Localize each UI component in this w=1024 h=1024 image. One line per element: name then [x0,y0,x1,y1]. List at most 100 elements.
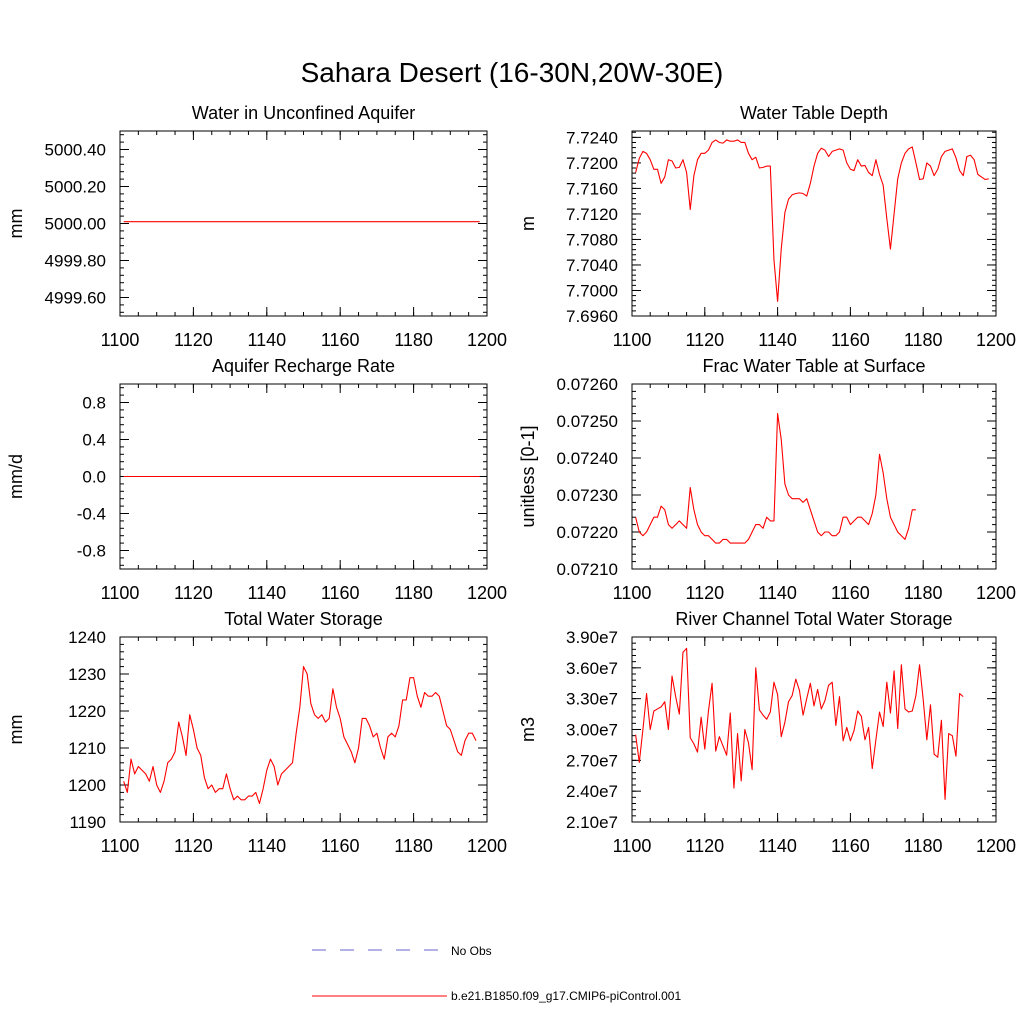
river-storage-y-tick-label: 3.60e7 [566,659,618,678]
panel-river-storage: River Channel Total Water Storage m3 1100 1… [518,609,1016,856]
frac-water-table-y-tick-label: 0.07240 [557,449,618,468]
recharge-rate-x-tick-label: 1160 [321,583,360,603]
panel-total-water-storage: Total Water Storage mm 1100 1120 1140 1160 118… [6,609,507,856]
total-water-storage-y-tick-label: 1200 [68,776,106,795]
aquifer-water-y-tick-label: 4999.60 [45,289,106,308]
water-table-depth-x-tick-label: 1140 [758,330,797,350]
river-storage-y-tick-label: 3.90e7 [566,628,618,647]
river-storage-y-tick-label: 3.30e7 [566,690,618,709]
recharge-rate-title: Aquifer Recharge Rate [212,356,395,376]
panel-water-table-depth: Water Table Depth m 1100 1120 1140 1160 1180 12… [518,103,1016,350]
water-table-depth-series-line [635,139,989,302]
frac-water-table-y-tick-label: 0.07220 [557,523,618,542]
panel-recharge-rate: Aquifer Recharge Rate mm/d 1100 1120 1140 116… [6,356,507,603]
recharge-rate-x-tick-label: 1100 [101,583,140,603]
water-table-depth-title: Water Table Depth [740,103,888,123]
frac-water-table-title: Frac Water Table at Surface [702,356,925,376]
frac-water-table-frame [631,383,997,570]
river-storage-y-tick-label: 2.70e7 [566,751,618,770]
aquifer-water-x-tick-label: 1120 [174,330,213,350]
water-table-depth-y-tick-label: 7.7080 [566,230,618,249]
frac-water-table-x-tick-label: 1120 [685,583,724,603]
water-table-depth-y-tick-label: 7.7040 [566,256,618,275]
frac-water-table-y-tick-label: 0.07250 [557,412,618,431]
water-table-depth-x-tick-label: 1180 [904,330,943,350]
frac-water-table-x-tick-label: 1180 [904,583,943,603]
total-water-storage-y-tick-label: 1210 [68,739,106,758]
legend: No Obs b.e21.B1850.f09_g17.CMIP6-piContr… [312,944,681,1003]
frac-water-table-ylabel: unitless [0-1] [518,425,538,527]
total-water-storage-x-tick-label: 1140 [247,836,286,856]
recharge-rate-ylabel: mm/d [6,454,26,499]
panel-aquifer-water: Water in Unconfined Aquifer mm 1100 1120 114… [6,103,507,350]
water-table-depth-y-tick-label: 7.7120 [566,205,618,224]
recharge-rate-x-tick-label: 1200 [467,583,507,603]
aquifer-water-x-tick-label: 1200 [467,330,507,350]
water-table-depth-y-tick-label: 7.7000 [566,281,618,300]
frac-water-table-x-tick-label: 1200 [976,583,1016,603]
river-storage-title: River Channel Total Water Storage [675,609,952,629]
water-table-depth-x-tick-label: 1200 [976,330,1016,350]
river-storage-y-tick-label: 2.10e7 [566,813,618,832]
water-table-depth-y-tick-label: 7.7200 [566,154,618,173]
recharge-rate-y-tick-label: -0.8 [77,542,106,561]
legend-label-model: b.e21.B1850.f09_g17.CMIP6-piControl.001 [451,989,681,1003]
river-storage-x-tick-label: 1160 [831,836,870,856]
aquifer-water-ylabel: mm [6,209,26,239]
recharge-rate-x-tick-label: 1120 [174,583,213,603]
total-water-storage-x-tick-label: 1100 [101,836,140,856]
water-table-depth-y-tick-label: 7.7240 [566,128,618,147]
panels-group: Water in Unconfined Aquifer mm 1100 1120 114… [6,103,1016,856]
river-storage-y-tick-label: 2.40e7 [566,782,618,801]
river-storage-x-tick-label: 1180 [904,836,943,856]
recharge-rate-y-tick-label: 0.4 [82,431,106,450]
frac-water-table-x-tick-label: 1100 [613,583,652,603]
water-table-depth-y-tick-label: 7.6960 [566,307,618,326]
frac-water-table-y-tick-label: 0.07230 [557,486,618,505]
total-water-storage-x-tick-label: 1120 [174,836,213,856]
water-table-depth-x-tick-label: 1160 [831,330,870,350]
aquifer-water-y-tick-label: 5000.40 [45,141,106,160]
recharge-rate-y-tick-label: -0.4 [77,505,106,524]
aquifer-water-frame [119,130,488,317]
aquifer-water-x-tick-label: 1100 [101,330,140,350]
total-water-storage-frame [119,636,488,823]
total-water-storage-x-tick-label: 1200 [467,836,507,856]
water-table-depth-frame [631,130,997,317]
frac-water-table-x-tick-label: 1140 [758,583,797,603]
recharge-rate-x-tick-label: 1140 [247,583,286,603]
total-water-storage-y-tick-label: 1220 [68,702,106,721]
figure-title: Sahara Desert (16-30N,20W-30E) [301,57,724,88]
water-table-depth-ylabel: m [518,216,538,231]
water-table-depth-y-tick-label: 7.7160 [566,179,618,198]
total-water-storage-y-tick-label: 1190 [69,813,106,832]
river-storage-ylabel: m3 [518,717,538,742]
total-water-storage-y-tick-label: 1240 [68,628,106,647]
river-storage-x-tick-label: 1100 [613,836,652,856]
panel-frac-water-table: Frac Water Table at Surface unitless [0-1… [518,356,1016,603]
total-water-storage-ylabel: mm [6,715,26,745]
aquifer-water-y-tick-label: 5000.00 [45,215,106,234]
river-storage-x-tick-label: 1200 [976,836,1016,856]
frac-water-table-y-tick-label: 0.07260 [557,375,618,394]
recharge-rate-y-tick-label: 0.0 [82,468,106,487]
aquifer-water-title: Water in Unconfined Aquifer [192,103,415,123]
river-storage-x-tick-label: 1120 [685,836,724,856]
total-water-storage-x-tick-label: 1180 [394,836,433,856]
aquifer-water-x-tick-label: 1140 [247,330,286,350]
frac-water-table-series-line [635,413,916,544]
frac-water-table-y-tick-label: 0.07210 [557,560,618,579]
total-water-storage-series-line [123,666,477,805]
total-water-storage-title: Total Water Storage [224,609,382,629]
water-table-depth-x-tick-label: 1100 [613,330,652,350]
river-storage-series-line [635,647,964,800]
frac-water-table-x-tick-label: 1160 [831,583,870,603]
total-water-storage-x-tick-label: 1160 [321,836,360,856]
recharge-rate-y-tick-label: 0.8 [82,394,106,413]
river-storage-y-tick-label: 3.00e7 [566,721,618,740]
aquifer-water-y-tick-label: 5000.20 [45,178,106,197]
legend-label-no-obs: No Obs [451,944,492,958]
aquifer-water-x-tick-label: 1160 [321,330,360,350]
aquifer-water-x-tick-label: 1180 [394,330,433,350]
